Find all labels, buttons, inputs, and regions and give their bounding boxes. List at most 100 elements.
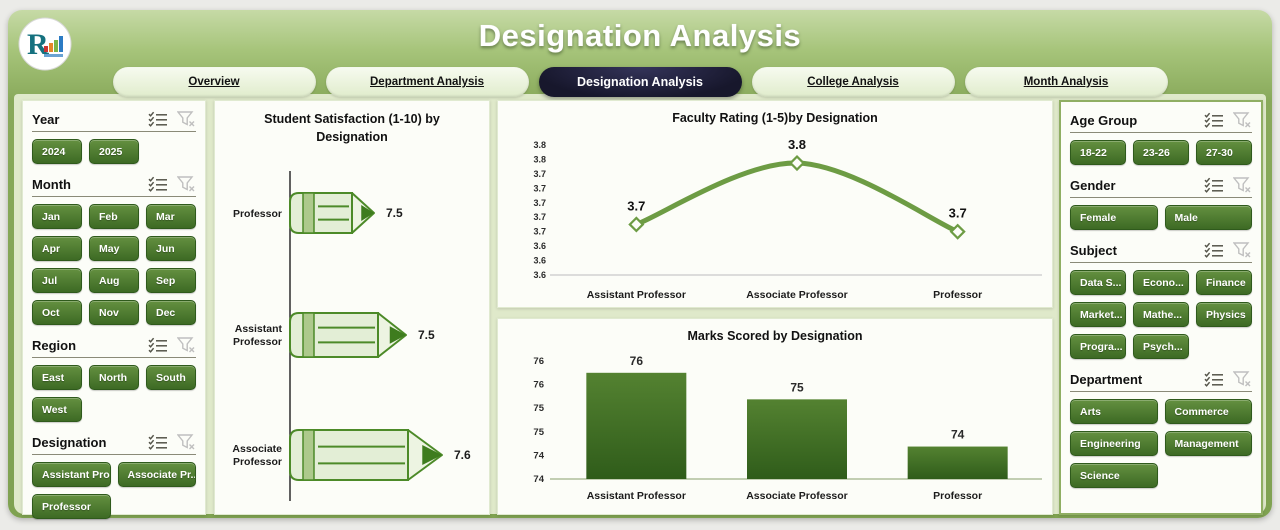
filter-button-east[interactable]: East (32, 365, 82, 390)
filter-button-dec[interactable]: Dec (146, 300, 196, 325)
filter-title-department: Department (1070, 371, 1143, 387)
filter-button-progra[interactable]: Progra... (1070, 334, 1126, 359)
filter-button-grid: East North South West (32, 365, 196, 422)
data-point-associate-professor[interactable] (788, 154, 806, 172)
svg-text:3.7: 3.7 (533, 212, 546, 222)
pencil-bar-assistant-professor[interactable] (289, 312, 407, 358)
tab-month-analysis[interactable]: Month Analysis (964, 67, 1168, 97)
filter-button-female[interactable]: Female (1070, 205, 1158, 230)
svg-text:3.7: 3.7 (533, 169, 546, 179)
select-all-icon[interactable] (148, 111, 168, 127)
filter-button-male[interactable]: Male (1164, 205, 1252, 230)
select-all-icon[interactable] (148, 176, 168, 192)
filter-button-sep[interactable]: Sep (146, 268, 196, 293)
filter-button-arts[interactable]: Arts (1070, 399, 1158, 424)
filter-section-department: Department Arts Commerce Engineering Managem… (1070, 368, 1252, 488)
svg-text:Assistant Professor: Assistant Professor (587, 289, 686, 301)
filter-button-aug[interactable]: Aug (89, 268, 139, 293)
filter-button-2025[interactable]: 2025 (89, 139, 139, 164)
select-all-icon[interactable] (1204, 371, 1224, 387)
filter-button-mar[interactable]: Mar (146, 204, 196, 229)
svg-text:3.7: 3.7 (533, 183, 546, 193)
filter-button-market[interactable]: Market... (1070, 302, 1126, 327)
filter-button-west[interactable]: West (32, 397, 82, 422)
filter-button-commerce[interactable]: Commerce (1164, 399, 1252, 424)
data-point-assistant-professor[interactable] (628, 216, 645, 233)
filter-button-econo[interactable]: Econo... (1133, 270, 1189, 295)
filter-button-finance[interactable]: Finance (1196, 270, 1252, 295)
clear-filter-icon[interactable] (177, 433, 196, 451)
select-all-icon[interactable] (1204, 177, 1224, 193)
filter-button-physics[interactable]: Physics (1196, 302, 1252, 327)
bar-associate-professor[interactable] (747, 399, 847, 479)
clear-filter-icon[interactable] (177, 110, 196, 128)
filter-button-science[interactable]: Science (1070, 463, 1158, 488)
bar-assistant-professor[interactable] (586, 372, 687, 479)
svg-text:7.5: 7.5 (386, 206, 403, 220)
select-all-icon[interactable] (148, 337, 168, 353)
dashboard-container: R Designation Analysis Overview Departmen… (8, 10, 1272, 519)
filter-button-may[interactable]: May (89, 236, 139, 261)
select-all-icon[interactable] (148, 434, 168, 450)
slicer-header-icons (148, 336, 196, 354)
clear-filter-icon[interactable] (1233, 241, 1252, 259)
line-chart: 3.8 3.8 3.7 3.7 3.7 3.7 3.7 3.6 3.6 3.6 3.7 Assista… (533, 137, 1042, 301)
right-filter-panel: Age Group 18-22 23-26 27-30 Gender Female Male… (1059, 100, 1263, 515)
filter-button-south[interactable]: South (146, 365, 196, 390)
filter-button-engineering[interactable]: Engineering (1070, 431, 1158, 456)
svg-text:75: 75 (533, 403, 544, 414)
filter-button-mathe[interactable]: Mathe... (1133, 302, 1189, 327)
slicer-header-icons (148, 433, 196, 451)
filter-button-assistant-pro[interactable]: Assistant Pro... (32, 462, 111, 487)
filter-header: Age Group (1070, 109, 1252, 131)
pencil-chart-title: Student Satisfaction (1-10) by Designati… (264, 112, 440, 144)
svg-text:3.7: 3.7 (949, 206, 967, 221)
filter-button-nov[interactable]: Nov (89, 300, 139, 325)
clear-filter-icon[interactable] (1233, 370, 1252, 388)
data-point-professor[interactable] (949, 223, 966, 240)
svg-text:76: 76 (533, 380, 544, 391)
filter-button-professor[interactable]: Professor (32, 494, 111, 519)
filter-button-jul[interactable]: Jul (32, 268, 82, 293)
tab-overview[interactable]: Overview (112, 67, 316, 97)
filter-button-jun[interactable]: Jun (146, 236, 196, 261)
filter-button-18-22[interactable]: 18-22 (1070, 140, 1126, 165)
filter-button-north[interactable]: North (89, 365, 139, 390)
brand-logo: R (18, 17, 72, 71)
filter-button-grid: Assistant Pro...Associate Pr...Professor (32, 462, 196, 519)
select-all-icon[interactable] (1204, 112, 1224, 128)
slicer-header-icons (1204, 241, 1252, 259)
filter-button-associate-pr[interactable]: Associate Pr... (117, 462, 196, 487)
filter-button-27-30[interactable]: 27-30 (1196, 140, 1252, 165)
clear-filter-icon[interactable] (177, 175, 196, 193)
filter-button-management[interactable]: Management (1164, 431, 1252, 456)
filter-button-23-26[interactable]: 23-26 (1133, 140, 1189, 165)
bar-professor[interactable] (907, 446, 1008, 479)
clear-filter-icon[interactable] (177, 336, 196, 354)
clear-filter-icon[interactable] (1233, 176, 1252, 194)
pencil-bar-professor[interactable] (289, 192, 375, 234)
filter-button-oct[interactable]: Oct (32, 300, 82, 325)
slicer-header-icons (148, 110, 196, 128)
filter-button-jan[interactable]: Jan (32, 204, 82, 229)
filter-button-psych[interactable]: Psych... (1133, 334, 1189, 359)
filter-button-2024[interactable]: 2024 (32, 139, 82, 164)
filter-button-grid: Female Male (1070, 205, 1252, 230)
filter-button-apr[interactable]: Apr (32, 236, 82, 261)
divider (1070, 132, 1252, 133)
tab-college-analysis[interactable]: College Analysis (751, 67, 955, 97)
tab-designation-analysis[interactable]: Designation Analysis (538, 67, 742, 97)
svg-text:Professor: Professor (933, 490, 982, 502)
select-all-icon[interactable] (1204, 242, 1224, 258)
filter-button-feb[interactable]: Feb (89, 204, 139, 229)
filter-button-grid: Arts Commerce Engineering Management Science (1070, 399, 1252, 488)
clear-filter-icon[interactable] (1233, 111, 1252, 129)
pencil-bar-associate-professor[interactable] (289, 429, 443, 481)
filter-button-grid: 18-22 23-26 27-30 (1070, 140, 1252, 165)
svg-text:76: 76 (533, 356, 544, 367)
filter-button-data-s[interactable]: Data S... (1070, 270, 1126, 295)
filter-section-year: Year 2024 2025 (32, 108, 196, 164)
page-title: Designation Analysis (478, 18, 802, 53)
filter-button-grid: Jan Feb Mar Apr May Jun Jul Aug Sep Oct Nov Dec (32, 204, 196, 325)
tab-department-analysis[interactable]: Department Analysis (325, 67, 529, 97)
